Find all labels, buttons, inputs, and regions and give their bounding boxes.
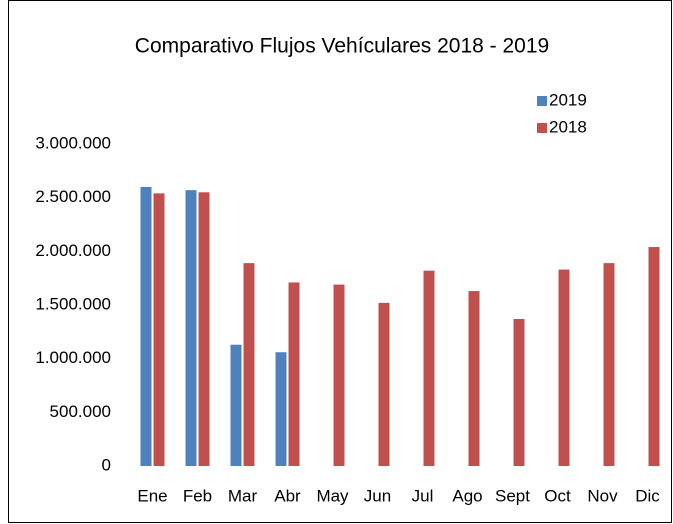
bar — [468, 291, 480, 466]
bar — [198, 192, 210, 467]
x-tick-label: Abr — [274, 486, 301, 505]
y-tick-label: 1.500.000 — [35, 294, 111, 313]
bar — [648, 247, 660, 466]
bar — [230, 344, 242, 466]
bar — [333, 284, 345, 466]
legend-label: 2019 — [549, 90, 587, 109]
bar — [140, 186, 152, 466]
legend-swatch — [537, 96, 547, 106]
x-tick-label: Ene — [137, 486, 167, 505]
x-tick-label: Ago — [452, 486, 482, 505]
y-tick-label: 0 — [102, 455, 111, 474]
y-tick-label: 3.000.000 — [35, 133, 111, 152]
y-tick-label: 2.000.000 — [35, 241, 111, 260]
bar — [185, 190, 197, 467]
x-tick-label: Jun — [364, 486, 391, 505]
bar — [153, 193, 165, 466]
y-tick-label: 1.000.000 — [35, 348, 111, 367]
chart-title: Comparativo Flujos Vehículares 2018 - 20… — [135, 35, 549, 58]
x-tick-label: Sept — [495, 486, 530, 505]
bar — [603, 263, 615, 466]
bar — [275, 352, 287, 466]
legend-label: 2018 — [549, 117, 587, 136]
y-tick-label: 500.000 — [50, 402, 111, 421]
bar — [558, 269, 570, 466]
x-tick-label: Dic — [635, 486, 660, 505]
y-tick-label: 2.500.000 — [35, 187, 111, 206]
x-tick-label: Nov — [587, 486, 618, 505]
bar — [243, 263, 255, 466]
bar — [513, 318, 525, 466]
legend-swatch — [537, 123, 547, 133]
x-tick-label: Oct — [544, 486, 571, 505]
bar — [378, 302, 390, 466]
x-tick-label: Mar — [228, 486, 258, 505]
x-tick-label: Feb — [183, 486, 212, 505]
bar — [423, 270, 435, 466]
x-tick-label: Jul — [412, 486, 434, 505]
bar — [288, 282, 300, 466]
x-tick-label: May — [316, 486, 349, 505]
